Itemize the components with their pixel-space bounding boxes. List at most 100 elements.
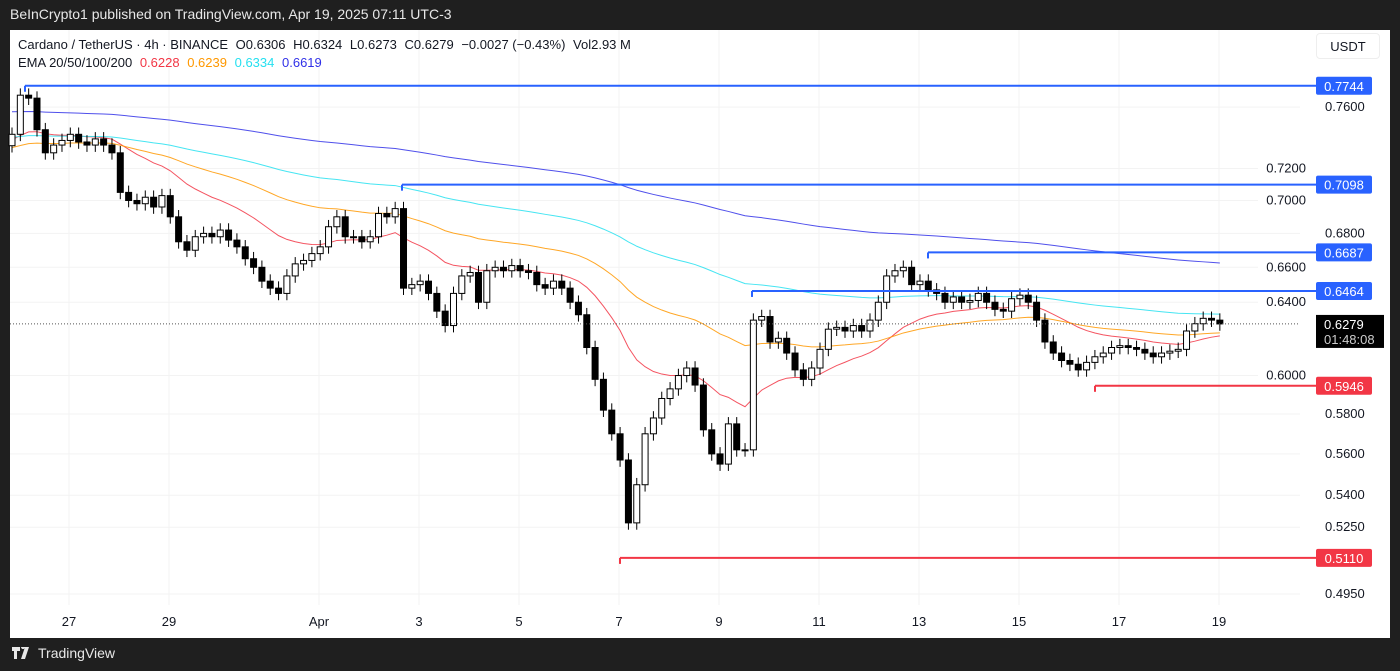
candle-body — [983, 292, 991, 303]
candle-body — [1066, 360, 1074, 365]
candle-body — [1058, 352, 1066, 362]
candle-body — [41, 129, 49, 154]
candle-body — [316, 246, 324, 255]
candle-body — [375, 213, 383, 238]
candle-body — [833, 326, 841, 330]
candle — [325, 219, 333, 254]
candle-body — [25, 94, 33, 99]
candle-body — [649, 417, 657, 435]
volume: Vol2.93 M — [573, 37, 631, 52]
candle-body — [166, 195, 174, 218]
candle — [1091, 349, 1099, 370]
ohlc-low: L0.6273 — [349, 37, 397, 52]
candle-body — [1149, 352, 1157, 358]
candle — [749, 313, 757, 457]
candle-body — [116, 152, 124, 193]
candle-body — [999, 308, 1007, 312]
candle — [133, 193, 141, 211]
x-tick-label: Apr — [309, 614, 330, 629]
ema-label[interactable]: EMA 20/50/100/200 — [18, 55, 133, 70]
candle-body — [308, 253, 316, 261]
candle-body — [549, 280, 557, 289]
ema100-line — [11, 135, 1220, 315]
candle — [1166, 344, 1174, 360]
candle-body — [616, 433, 624, 461]
candle — [533, 265, 541, 292]
candle — [1158, 346, 1166, 364]
candle-body — [799, 369, 807, 380]
candle-body — [133, 199, 141, 205]
candle-body — [33, 97, 41, 131]
candle-body — [1099, 352, 1107, 358]
chart-legend: Cardano / TetherUS · 4h · BINANCE O0.630… — [18, 36, 635, 72]
candle — [316, 240, 324, 261]
candle-body — [866, 319, 874, 332]
y-tick-label: 0.7600 — [1325, 99, 1365, 114]
candle-body — [275, 287, 283, 294]
candle — [1099, 346, 1107, 364]
candle — [758, 309, 766, 327]
candle-body — [924, 280, 932, 291]
candle — [483, 263, 491, 310]
candle — [233, 233, 241, 254]
candle-body — [158, 195, 166, 208]
candle-body — [8, 133, 16, 147]
candle-body — [341, 216, 349, 238]
candle — [433, 286, 441, 318]
candle-body — [291, 263, 299, 277]
candle-body — [150, 196, 158, 208]
candle — [150, 190, 158, 214]
x-tick-label: 19 — [1212, 614, 1226, 629]
currency-button[interactable]: USDT — [1316, 33, 1380, 59]
candle — [33, 91, 41, 137]
candle — [549, 274, 557, 295]
candle — [333, 210, 341, 234]
x-tick-label: 3 — [415, 614, 422, 629]
candle — [300, 253, 308, 271]
candle-body — [333, 216, 341, 228]
candle-body — [1016, 294, 1024, 300]
candle — [616, 427, 624, 467]
candle — [358, 229, 366, 249]
candle — [733, 417, 741, 457]
candle-body — [724, 423, 732, 465]
tradingview-brand: TradingView — [12, 645, 115, 661]
candle — [16, 88, 24, 142]
candle — [1066, 353, 1074, 372]
x-tick-label: 7 — [615, 614, 622, 629]
candle-body — [1174, 348, 1182, 352]
level-price-label: 0.6687 — [1324, 245, 1364, 260]
candle-body — [591, 347, 599, 380]
candle — [674, 368, 682, 396]
ohlc-open: O0.6306 — [235, 37, 286, 52]
candle — [350, 229, 358, 244]
symbol-label[interactable]: Cardano / TetherUS · 4h · BINANCE — [18, 37, 229, 52]
candle — [658, 391, 666, 425]
candle — [783, 331, 791, 360]
y-tick-label: 0.6600 — [1266, 259, 1306, 274]
candle-body — [1108, 347, 1116, 354]
x-tick-label: 27 — [62, 614, 76, 629]
candle-body — [533, 271, 541, 286]
candle — [466, 265, 474, 283]
candle-body — [483, 270, 491, 303]
candle — [1124, 338, 1132, 355]
candle — [666, 382, 674, 406]
candle — [266, 274, 274, 295]
y-tick-label: 0.5400 — [1325, 487, 1365, 502]
candle — [50, 138, 58, 160]
candle-body — [283, 275, 291, 294]
candle-body — [941, 292, 949, 303]
candle-body — [366, 236, 374, 243]
level-price-label: 0.5946 — [1324, 379, 1364, 394]
y-tick-label-backing — [1258, 160, 1308, 177]
last-price-badge — [1316, 314, 1384, 348]
candle — [291, 257, 299, 283]
candle — [166, 188, 174, 224]
candle-body — [499, 266, 507, 272]
candle-body — [474, 271, 482, 303]
candle-body — [1191, 323, 1199, 332]
candle — [108, 138, 116, 160]
candle — [891, 263, 899, 283]
